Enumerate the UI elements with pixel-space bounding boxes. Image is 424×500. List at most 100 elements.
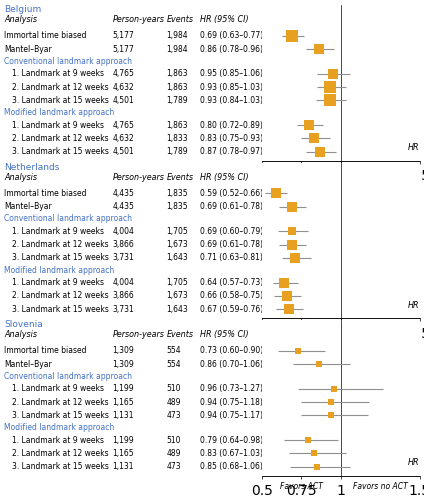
Text: 1,835: 1,835 xyxy=(167,202,188,211)
Point xyxy=(281,278,287,286)
Text: 1. Landmark at 9 weeks: 1. Landmark at 9 weeks xyxy=(12,69,104,78)
Text: Favors no ACT: Favors no ACT xyxy=(353,482,407,492)
Point xyxy=(285,306,292,314)
Text: 0.69 (0.61–0.78): 0.69 (0.61–0.78) xyxy=(200,202,263,211)
Text: Person-years: Person-years xyxy=(112,330,165,339)
Text: 1. Landmark at 9 weeks: 1. Landmark at 9 weeks xyxy=(12,436,104,444)
Text: HR (95% CI): HR (95% CI) xyxy=(200,15,248,24)
Text: Person-years: Person-years xyxy=(112,172,165,182)
Text: 0.66 (0.58–0.75): 0.66 (0.58–0.75) xyxy=(200,292,263,300)
Text: 2. Landmark at 12 weeks: 2. Landmark at 12 weeks xyxy=(12,449,109,458)
Text: 2. Landmark at 12 weeks: 2. Landmark at 12 weeks xyxy=(12,398,109,406)
Text: 0.94 (0.75–1.17): 0.94 (0.75–1.17) xyxy=(200,411,263,420)
Text: Mantel–Byar: Mantel–Byar xyxy=(4,44,52,54)
Text: 0.93 (0.84–1.03): 0.93 (0.84–1.03) xyxy=(200,96,263,105)
Point xyxy=(288,240,295,248)
Text: 3. Landmark at 15 weeks: 3. Landmark at 15 weeks xyxy=(12,462,109,471)
Text: Events: Events xyxy=(167,330,193,339)
Text: 0.80 (0.72–0.89): 0.80 (0.72–0.89) xyxy=(200,120,263,130)
Text: 2. Landmark at 12 weeks: 2. Landmark at 12 weeks xyxy=(12,240,109,249)
Text: Modified landmark approach: Modified landmark approach xyxy=(4,266,114,275)
Point xyxy=(310,134,317,142)
Text: 0.95 (0.85–1.06): 0.95 (0.85–1.06) xyxy=(200,69,263,78)
Text: Favors ACT: Favors ACT xyxy=(280,482,323,492)
Text: 0.93 (0.85–1.03): 0.93 (0.85–1.03) xyxy=(200,82,263,92)
Text: 1,984: 1,984 xyxy=(167,31,188,40)
Text: 4,765: 4,765 xyxy=(112,120,134,130)
Text: 1,984: 1,984 xyxy=(167,44,188,54)
Text: 1,165: 1,165 xyxy=(112,398,134,406)
Text: Modified landmark approach: Modified landmark approach xyxy=(4,424,114,432)
Text: HR: HR xyxy=(408,458,420,468)
Point xyxy=(317,148,324,156)
Text: 5,177: 5,177 xyxy=(112,44,134,54)
Text: 1,789: 1,789 xyxy=(167,148,188,156)
Text: 0.69 (0.60–0.79): 0.69 (0.60–0.79) xyxy=(200,226,263,235)
Text: HR (95% CI): HR (95% CI) xyxy=(200,172,248,182)
Text: 0.94 (0.75–1.18): 0.94 (0.75–1.18) xyxy=(200,398,263,406)
Text: Events: Events xyxy=(167,172,193,182)
Text: 4,765: 4,765 xyxy=(112,69,134,78)
Text: 0.83 (0.67–1.03): 0.83 (0.67–1.03) xyxy=(200,449,263,458)
Text: 510: 510 xyxy=(167,384,181,393)
Text: 4,004: 4,004 xyxy=(112,226,134,235)
Text: 4,435: 4,435 xyxy=(112,202,134,211)
Text: 0.85 (0.68–1.06): 0.85 (0.68–1.06) xyxy=(200,462,263,471)
Text: Immortal time biased: Immortal time biased xyxy=(4,346,87,355)
Text: 1,789: 1,789 xyxy=(167,96,188,105)
Text: 0.64 (0.57–0.73): 0.64 (0.57–0.73) xyxy=(200,278,263,287)
Point xyxy=(284,292,290,300)
Text: 3. Landmark at 15 weeks: 3. Landmark at 15 weeks xyxy=(12,305,109,314)
Text: Conventional landmark approach: Conventional landmark approach xyxy=(4,214,132,224)
Text: 3,866: 3,866 xyxy=(112,292,134,300)
Text: 1,863: 1,863 xyxy=(167,82,188,92)
Text: 0.83 (0.75–0.93): 0.83 (0.75–0.93) xyxy=(200,134,263,143)
Text: 2. Landmark at 12 weeks: 2. Landmark at 12 weeks xyxy=(12,292,109,300)
Text: HR: HR xyxy=(408,144,420,152)
Text: 4,632: 4,632 xyxy=(112,134,134,143)
Text: 1,643: 1,643 xyxy=(167,254,188,262)
Text: Mantel–Byar: Mantel–Byar xyxy=(4,202,52,211)
Text: 4,501: 4,501 xyxy=(112,148,134,156)
Text: 1,309: 1,309 xyxy=(112,360,134,368)
Text: 1,705: 1,705 xyxy=(167,226,188,235)
Point xyxy=(295,346,301,354)
Text: 3,731: 3,731 xyxy=(112,305,134,314)
Text: 0.87 (0.78–0.97): 0.87 (0.78–0.97) xyxy=(200,148,263,156)
Text: 1,643: 1,643 xyxy=(167,305,188,314)
Text: 3. Landmark at 15 weeks: 3. Landmark at 15 weeks xyxy=(12,96,109,105)
Text: 2. Landmark at 12 weeks: 2. Landmark at 12 weeks xyxy=(12,134,109,143)
Text: 1. Landmark at 9 weeks: 1. Landmark at 9 weeks xyxy=(12,120,104,130)
Text: 0.73 (0.60–0.90): 0.73 (0.60–0.90) xyxy=(200,346,263,355)
Text: 1,199: 1,199 xyxy=(112,436,134,444)
Text: 4,435: 4,435 xyxy=(112,188,134,198)
Text: 3. Landmark at 15 weeks: 3. Landmark at 15 weeks xyxy=(12,411,109,420)
Text: 1. Landmark at 9 weeks: 1. Landmark at 9 weeks xyxy=(12,278,104,287)
Text: 473: 473 xyxy=(167,462,181,471)
Text: Analysis: Analysis xyxy=(4,172,37,182)
Text: 0.67 (0.59–0.76): 0.67 (0.59–0.76) xyxy=(200,305,263,314)
Text: 0.86 (0.78–0.96): 0.86 (0.78–0.96) xyxy=(200,44,263,54)
Text: 1,199: 1,199 xyxy=(112,384,134,393)
Text: 1,309: 1,309 xyxy=(112,346,134,355)
Text: 4,632: 4,632 xyxy=(112,82,134,92)
Text: 510: 510 xyxy=(167,436,181,444)
Text: 1,165: 1,165 xyxy=(112,449,134,458)
Text: Mantel–Byar: Mantel–Byar xyxy=(4,360,52,368)
Text: 489: 489 xyxy=(167,398,181,406)
Text: 554: 554 xyxy=(167,346,181,355)
Text: 473: 473 xyxy=(167,411,181,420)
Text: 3. Landmark at 15 weeks: 3. Landmark at 15 weeks xyxy=(12,254,109,262)
Point xyxy=(315,45,322,53)
Text: 554: 554 xyxy=(167,360,181,368)
Point xyxy=(304,436,311,444)
Text: 2. Landmark at 12 weeks: 2. Landmark at 12 weeks xyxy=(12,82,109,92)
Point xyxy=(328,398,335,406)
Text: 4,501: 4,501 xyxy=(112,96,134,105)
Text: 489: 489 xyxy=(167,449,181,458)
Text: Analysis: Analysis xyxy=(4,15,37,24)
Text: 3. Landmark at 15 weeks: 3. Landmark at 15 weeks xyxy=(12,148,109,156)
Text: Analysis: Analysis xyxy=(4,330,37,339)
Text: 0.69 (0.61–0.78): 0.69 (0.61–0.78) xyxy=(200,240,263,249)
Point xyxy=(288,202,295,210)
